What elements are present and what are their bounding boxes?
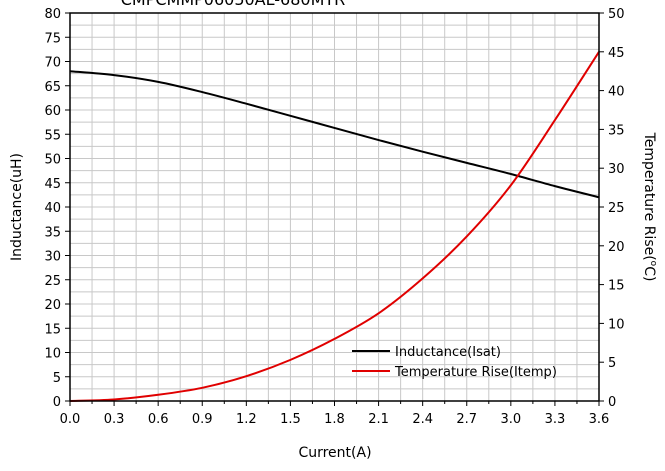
x-tick-label: 0.3 <box>104 412 125 427</box>
y-right-tick-label: 50 <box>608 7 625 22</box>
y-left-tick-label: 30 <box>44 250 61 265</box>
legend-label: Temperature Rise(Itemp) <box>394 365 557 380</box>
x-tick-label: 1.2 <box>236 412 257 427</box>
x-tick-label: 1.8 <box>324 412 345 427</box>
y-right-tick-label: 15 <box>608 279 625 294</box>
x-tick-label: 1.5 <box>280 412 301 427</box>
x-tick-label: 3.3 <box>545 412 566 427</box>
y-left-tick-label: 55 <box>44 128 61 143</box>
y-right-tick-label: 30 <box>608 162 625 177</box>
x-tick-label: 3.6 <box>589 412 610 427</box>
series-line-2 <box>69 51 600 402</box>
y-left-tick-label: 45 <box>44 177 61 192</box>
chart-title: CMPCMMP06050AL-680MTR <box>121 0 346 9</box>
x-tick-label: 0.9 <box>192 412 213 427</box>
x-tick-label: 0.6 <box>148 412 169 427</box>
y-left-tick-label: 65 <box>44 80 61 95</box>
x-tick-label: 2.4 <box>412 412 433 427</box>
y-right-tick-label: 20 <box>608 240 625 255</box>
y-left-tick-label: 20 <box>44 298 61 313</box>
degree-symbol: o <box>648 261 658 267</box>
y-left-tick-label: 60 <box>44 104 61 119</box>
y-left-tick-label: 35 <box>44 225 61 240</box>
legend: Inductance(Isat) Temperature Rise(Itemp) <box>352 345 557 380</box>
y-axis-right-title-unit: C) <box>641 266 657 281</box>
y-right-tick-label: 5 <box>608 356 616 371</box>
x-tick-label: 0.0 <box>60 412 81 427</box>
y-right-tick-label: 45 <box>608 46 625 61</box>
y-right-tick-label: 0 <box>608 395 616 410</box>
x-axis: 0.0 0.3 0.6 0.9 1.2 1.5 1.8 2.1 2.4 2.7 3.0 3.3 3.6 <box>60 401 610 427</box>
y-left-tick-label: 25 <box>44 274 61 289</box>
y-left-tick-label: 75 <box>44 31 61 46</box>
x-tick-label: 3.0 <box>500 412 521 427</box>
y-axis-left-title: Inductance(uH) <box>9 153 25 261</box>
y-axis-right: 0 5 10 15 20 25 30 35 40 45 50 <box>599 7 625 410</box>
y-axis-right-title: Temperature Rise(oC) <box>641 132 658 282</box>
y-left-tick-label: 80 <box>44 7 61 22</box>
y-left-tick-label: 15 <box>44 322 61 337</box>
y-left-tick-label: 0 <box>53 395 61 410</box>
x-axis-title: Current(A) <box>298 445 371 461</box>
y-left-tick-label: 40 <box>44 201 61 216</box>
y-right-tick-label: 25 <box>608 201 625 216</box>
legend-label: Inductance(Isat) <box>395 345 501 360</box>
series-layer <box>69 51 600 402</box>
y-right-tick-label: 35 <box>608 123 625 138</box>
y-axis-right-title-prefix: Temperature Rise( <box>641 132 657 261</box>
x-tick-label: 2.1 <box>368 412 389 427</box>
y-right-tick-label: 40 <box>608 85 625 100</box>
y-left-tick-label: 50 <box>44 153 61 168</box>
y-right-tick-label: 10 <box>608 317 625 332</box>
x-tick-label: 2.7 <box>456 412 477 427</box>
y-left-tick-label: 5 <box>53 371 61 386</box>
y-axis-left: 0 5 10 15 20 25 30 35 40 45 50 55 60 65 70 75 80 <box>44 7 70 410</box>
y-left-tick-label: 10 <box>44 347 61 362</box>
series-line-1 <box>69 70 600 199</box>
y-left-tick-label: 70 <box>44 56 61 71</box>
